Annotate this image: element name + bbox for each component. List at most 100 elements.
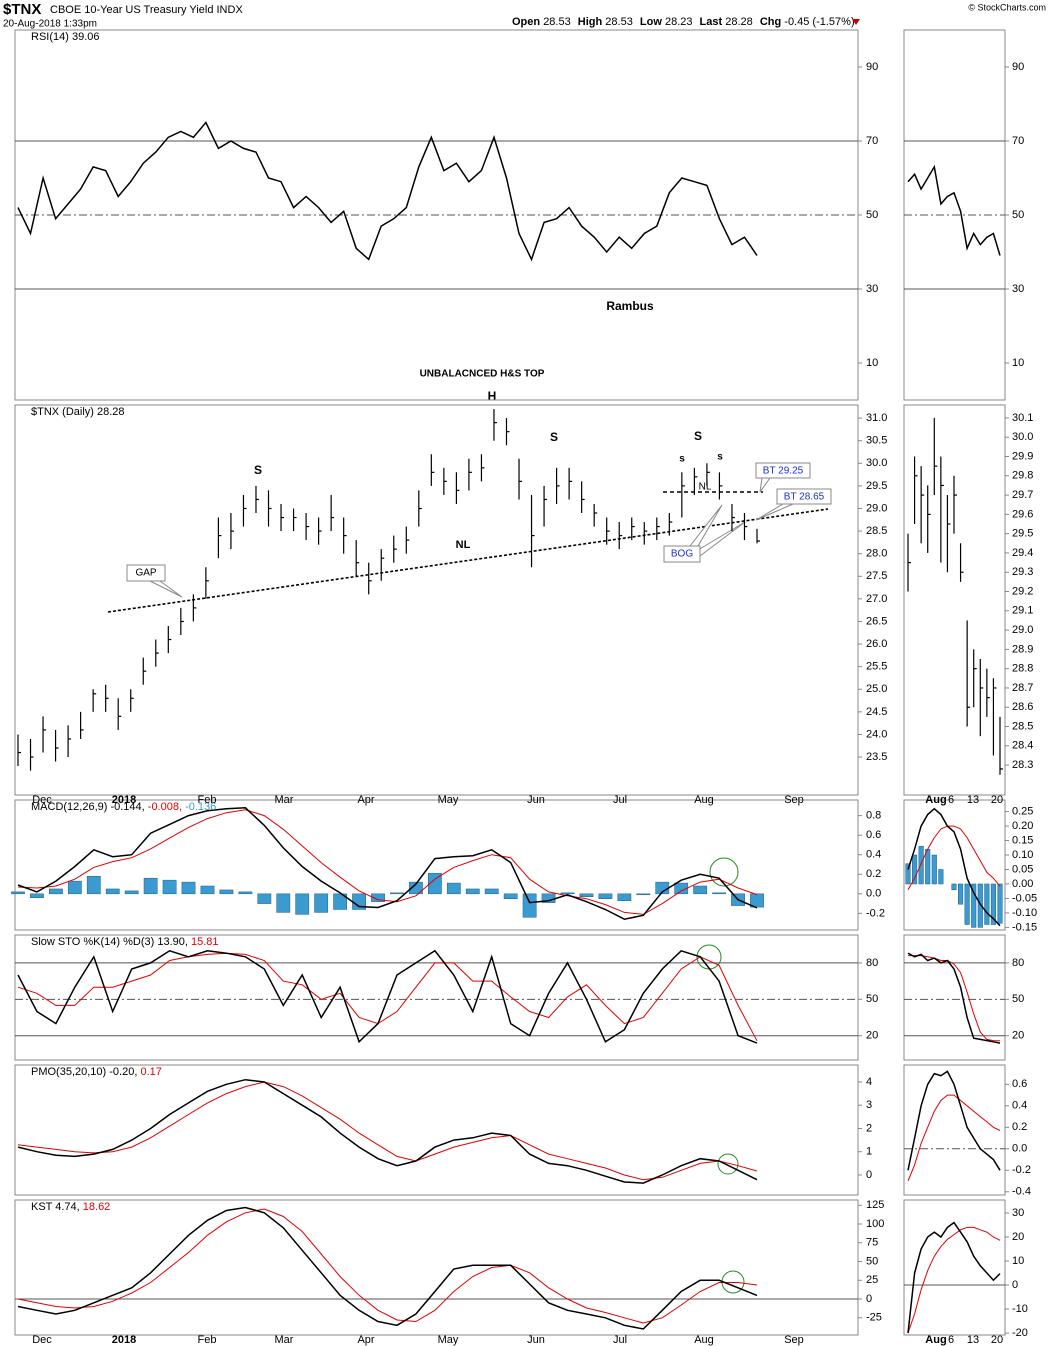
y-tick-label: 20: [1012, 1231, 1024, 1243]
y-tick-label: 50: [1012, 209, 1024, 221]
histogram-bar: [918, 846, 924, 885]
callout-box: [755, 462, 811, 479]
x-tick-label: Apr: [357, 794, 374, 806]
histogram-bar: [560, 892, 575, 895]
histogram-bar: [925, 848, 931, 885]
histogram-bar: [964, 883, 970, 925]
y-tick-label: -20: [1012, 1327, 1028, 1339]
y-tick-label: 27.5: [866, 570, 887, 582]
x-tick-label: Aug: [694, 1334, 714, 1346]
panel-legend: MACD(12,26,9) -0.144, -0.008, -0.136: [31, 801, 216, 813]
histogram-bar: [371, 893, 385, 902]
annotation: UNBALACNCED H&S TOP: [420, 369, 545, 380]
x-tick-label: Sep: [784, 1334, 804, 1346]
x-tick-label: Aug: [925, 794, 946, 806]
y-tick-label: 90: [1012, 61, 1024, 73]
x-tick-label: Aug: [925, 1334, 946, 1346]
y-tick-label: 2: [866, 1122, 872, 1134]
histogram-bar: [617, 893, 632, 901]
legend-entry: $TNX (Daily) 28.28: [31, 406, 125, 418]
y-tick-label: 0.6: [1012, 1078, 1027, 1090]
y-tick-label: 29.0: [1012, 624, 1033, 636]
callout-pointer: [149, 580, 183, 598]
legend-entry: -0.008,: [145, 801, 182, 813]
y-tick-label: 50: [1012, 993, 1024, 1005]
histogram-bar: [67, 880, 82, 895]
y-tick-label: 28.5: [1012, 720, 1033, 732]
indicator-line: [907, 1221, 1001, 1334]
annotation: s: [679, 454, 685, 465]
y-tick-label: 29.5: [1012, 528, 1033, 540]
histogram-bar: [162, 879, 177, 895]
annotation: S: [550, 430, 558, 444]
panel-frame: [903, 799, 1006, 931]
y-tick-label: 75: [866, 1237, 878, 1249]
y-tick-label: 28.8: [1012, 663, 1033, 675]
symbol: $TNX: [3, 1, 41, 18]
y-tick-label: 30: [1012, 1207, 1024, 1219]
x-tick-label: Sep: [784, 794, 804, 806]
annotation: GAP: [135, 568, 156, 579]
panel-legend: RSI(14) 39.06: [31, 31, 99, 43]
indicator-line: [907, 952, 1001, 1044]
quote-label: Open: [512, 16, 540, 28]
panel-legend: $TNX (Daily) 28.28: [31, 406, 125, 418]
quote-value: 28.23: [665, 16, 693, 28]
y-tick-label: 10: [866, 357, 878, 369]
histogram-bar: [598, 893, 613, 899]
panel-frame: [903, 1064, 1006, 1196]
indicator-line: [17, 1078, 758, 1184]
panel-frame: [14, 404, 859, 796]
x-tick-label: Apr: [357, 1334, 374, 1346]
x-tick-label: 6: [948, 1334, 954, 1346]
y-tick-label: 29.8: [1012, 470, 1033, 482]
x-tick-label: 20: [991, 1334, 1003, 1346]
histogram-bar: [971, 883, 977, 928]
quote-label: Chg: [760, 16, 781, 28]
quote-value: 28.28: [725, 16, 753, 28]
y-tick-label: 0.15: [1012, 834, 1033, 846]
y-tick-label: 0.2: [1012, 1121, 1027, 1133]
indicator-line: [17, 809, 758, 915]
annotation: Rambus: [606, 299, 654, 313]
y-tick-label: 30.0: [866, 457, 887, 469]
indicator-line: [907, 1094, 1001, 1182]
y-tick-label: 20: [866, 1030, 878, 1042]
y-tick-label: 25: [866, 1274, 878, 1286]
legend-entry: Slow STO %K(14) %D(3) 13.90,: [31, 936, 188, 948]
indicator-line: [17, 952, 758, 1042]
y-tick-label: 30.5: [866, 435, 887, 447]
x-tick-label: 2018: [112, 794, 136, 806]
histogram-bar: [181, 881, 196, 895]
histogram-bar: [951, 883, 957, 891]
indicator-line: [17, 1081, 758, 1181]
y-tick-label: 125: [866, 1199, 884, 1211]
y-tick-label: 30: [1012, 283, 1024, 295]
histogram-bar: [257, 893, 272, 904]
histogram-bar: [409, 881, 423, 895]
y-tick-label: 0.10: [1012, 849, 1033, 861]
x-tick-label: Mar: [275, 794, 294, 806]
annotation: S: [694, 429, 702, 443]
y-tick-label: 50: [866, 1255, 878, 1267]
quote-change-pct: (-1.57%): [812, 16, 854, 28]
histogram-bar: [912, 854, 918, 885]
panel-frame: [14, 1064, 859, 1196]
histogram-bar: [693, 885, 708, 895]
quote-value: -0.45: [784, 16, 809, 28]
down-arrow: [852, 19, 860, 25]
histogram-bar: [636, 893, 651, 896]
histogram-bar: [484, 888, 499, 895]
y-tick-label: 0.2: [866, 868, 881, 880]
y-tick-label: 27.0: [866, 593, 887, 605]
y-tick-label: 50: [866, 993, 878, 1005]
legend-entry: -0.136: [182, 801, 216, 813]
y-tick-label: 28.0: [866, 548, 887, 560]
y-tick-label: 3: [866, 1099, 872, 1111]
indicator-line: [907, 807, 1001, 927]
y-tick-label: 29.5: [866, 480, 887, 492]
y-tick-label: 29.4: [1012, 547, 1033, 559]
y-tick-label: 0: [866, 1169, 872, 1181]
indicator-line: [17, 121, 758, 262]
histogram-bar: [276, 893, 291, 913]
